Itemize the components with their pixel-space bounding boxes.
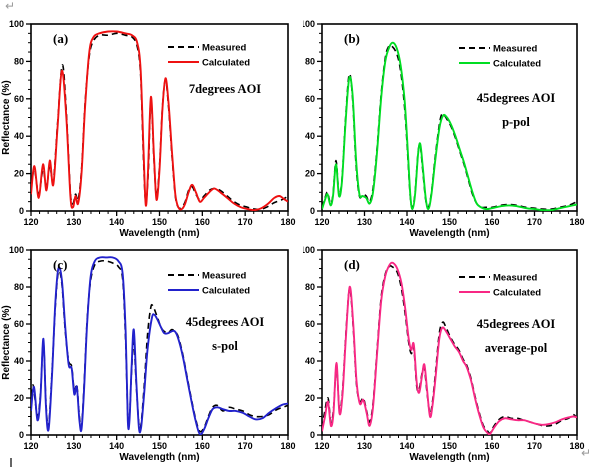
y-tick-label: 0 xyxy=(310,206,315,216)
x-axis-title: Wavelength (nm) xyxy=(409,228,489,238)
legend-label: Measured xyxy=(202,43,247,54)
panel-d: 120 130 140 150 160 170 180 0 20 40 60 80 100 Wavelen… xyxy=(292,238,607,476)
y-axis-title: Reflectance (%) xyxy=(1,305,12,379)
y-tick-label: 100 xyxy=(9,19,24,29)
legend-label: Calculated xyxy=(493,288,541,299)
legend-label: Measured xyxy=(493,44,538,55)
y-tick-label: 40 xyxy=(305,131,315,141)
y-tick-label: 40 xyxy=(14,131,24,141)
y-tick-label: 40 xyxy=(305,356,315,366)
measured-curve xyxy=(322,44,577,211)
measured-curve xyxy=(322,265,577,435)
x-tick-label: 140 xyxy=(399,441,414,451)
x-tick-label: 160 xyxy=(484,217,499,227)
x-tick-label: 160 xyxy=(484,441,499,451)
x-tick-label: 150 xyxy=(152,441,167,451)
annotation-text: s-pol xyxy=(212,339,238,353)
legend-label: Calculated xyxy=(493,59,541,70)
x-tick-label: 140 xyxy=(109,217,124,227)
x-tick-label: 160 xyxy=(195,441,210,451)
y-tick-label: 0 xyxy=(19,206,24,216)
chart-b: 120 130 140 150 160 170 180 0 20 40 60 80 100 Wavelen… xyxy=(292,19,585,239)
y-tick-label: 60 xyxy=(14,94,24,104)
x-tick-label: 180 xyxy=(280,441,295,451)
x-tick-label: 120 xyxy=(23,217,38,227)
x-axis-title: Wavelength (nm) xyxy=(119,228,199,238)
chart-d: 120 130 140 150 160 170 180 0 20 40 60 80 100 Wavelen… xyxy=(292,245,585,463)
y-tick-label: 60 xyxy=(305,94,315,104)
legend-label: Measured xyxy=(493,273,538,284)
x-tick-label: 150 xyxy=(442,217,457,227)
panel-label: (c) xyxy=(53,257,67,272)
x-tick-label: 120 xyxy=(314,217,329,227)
legend-label: Calculated xyxy=(202,286,250,297)
panel-label: (b) xyxy=(344,31,360,46)
y-axis-title: Reflectance (%) xyxy=(1,80,12,154)
calculated-curve xyxy=(322,261,577,435)
y-tick-label: 20 xyxy=(305,169,315,179)
annotation-text: 7degrees AOI xyxy=(189,82,261,96)
y-tick-label: 100 xyxy=(9,245,24,255)
annotation-text: average-pol xyxy=(485,341,548,355)
panel-b: 120 130 140 150 160 170 180 0 20 40 60 80 100 Wavelen… xyxy=(292,0,607,239)
x-axis-title: Wavelength (nm) xyxy=(119,452,199,463)
calculated-curve xyxy=(31,256,288,435)
chart-c: 120 130 140 150 160 170 180 0 20 40 60 80 100 Wavelen… xyxy=(1,245,296,463)
x-tick-label: 180 xyxy=(280,217,295,227)
annotation-text: 45degrees AOI xyxy=(477,317,556,331)
panel-label: (a) xyxy=(53,31,68,46)
y-tick-label: 20 xyxy=(14,393,24,403)
paragraph-mark-icon: ↵ xyxy=(581,446,592,460)
paragraph-mark-icon: ↵ xyxy=(5,0,16,13)
x-tick-label: 170 xyxy=(238,441,253,451)
panel-label: (d) xyxy=(344,257,360,272)
legend-label: Calculated xyxy=(202,58,250,69)
y-tick-label: 80 xyxy=(14,282,24,292)
text-cursor[interactable] xyxy=(10,458,12,467)
y-tick-label: 60 xyxy=(14,319,24,329)
y-tick-label: 80 xyxy=(14,56,24,66)
y-tick-label: 20 xyxy=(14,169,24,179)
plot-frame xyxy=(321,23,578,212)
x-tick-label: 150 xyxy=(442,441,457,451)
plot-frame xyxy=(30,249,289,436)
y-tick-label: 100 xyxy=(303,245,315,255)
annotation-text: 45degrees AOI xyxy=(186,315,265,329)
x-tick-label: 160 xyxy=(195,217,210,227)
calculated-curve xyxy=(31,30,288,211)
y-tick-label: 80 xyxy=(305,56,315,66)
annotation-text: p-pol xyxy=(502,115,530,129)
y-tick-label: 100 xyxy=(303,19,315,29)
x-tick-label: 170 xyxy=(238,217,253,227)
y-tick-label: 60 xyxy=(305,319,315,329)
x-tick-label: 130 xyxy=(66,217,81,227)
panel-a: 120 130 140 150 160 170 180 0 20 40 60 80 100 Wavelen… xyxy=(0,0,303,239)
x-tick-label: 130 xyxy=(357,217,372,227)
annotation-text: 45degrees AOI xyxy=(477,91,556,105)
x-tick-label: 130 xyxy=(357,441,372,451)
x-tick-label: 170 xyxy=(527,217,542,227)
x-tick-label: 180 xyxy=(569,441,584,451)
x-tick-label: 180 xyxy=(569,217,584,227)
x-tick-label: 120 xyxy=(23,441,38,451)
y-tick-label: 20 xyxy=(305,393,315,403)
legend-label: Measured xyxy=(202,271,247,282)
x-tick-label: 130 xyxy=(66,441,81,451)
chart-a: 120 130 140 150 160 170 180 0 20 40 60 80 100 Wavelen… xyxy=(1,19,296,239)
panel-c: 120 130 140 150 160 170 180 0 20 40 60 80 100 Wavelen… xyxy=(0,238,303,476)
x-tick-label: 150 xyxy=(152,217,167,227)
y-tick-label: 0 xyxy=(19,430,24,440)
x-tick-label: 140 xyxy=(109,441,124,451)
x-axis-title: Wavelength (nm) xyxy=(409,452,489,463)
x-tick-label: 140 xyxy=(399,217,414,227)
x-tick-label: 170 xyxy=(527,441,542,451)
calculated-curve xyxy=(322,41,577,211)
y-tick-label: 40 xyxy=(14,356,24,366)
x-tick-label: 120 xyxy=(314,441,329,451)
y-tick-label: 0 xyxy=(310,430,315,440)
y-tick-label: 80 xyxy=(305,282,315,292)
